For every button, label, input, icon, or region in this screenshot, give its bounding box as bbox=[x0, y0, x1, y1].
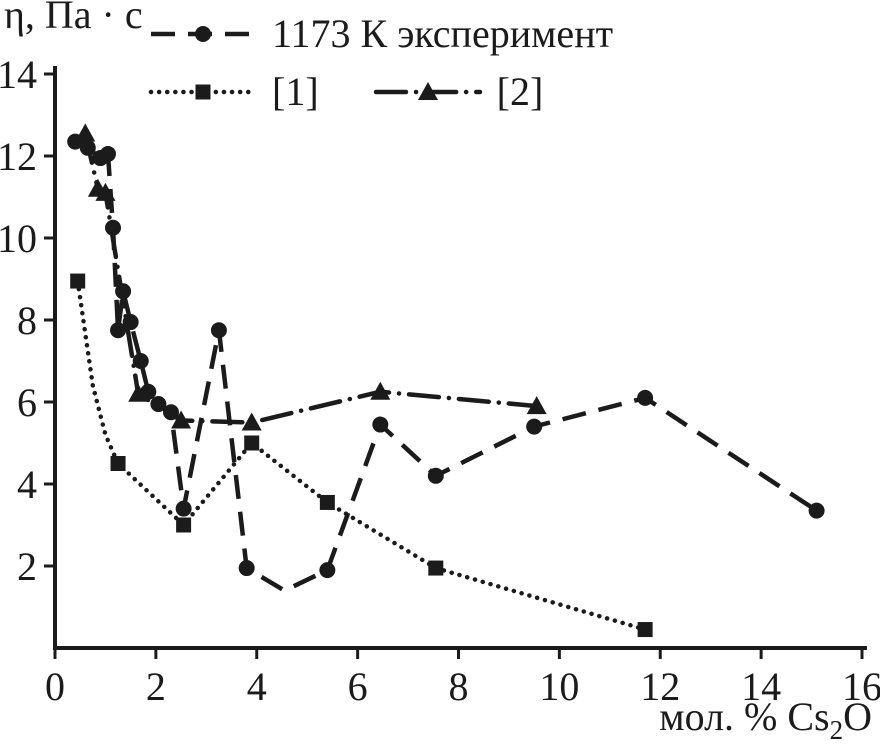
legend-label-experiment: 1173 К эксперимент bbox=[272, 10, 614, 56]
legend-label-ref1: [1] bbox=[272, 68, 319, 114]
legend-item-experiment: 1173 К эксперимент bbox=[148, 10, 613, 57]
x-axis-title: мол. % Cs2O bbox=[659, 693, 872, 746]
svg-text:4: 4 bbox=[17, 462, 37, 507]
dashdot-triangle-marker-icon bbox=[373, 77, 483, 105]
x-axis-title-subscript: 2 bbox=[829, 715, 844, 745]
legend-row-1: 1173 К эксперимент bbox=[148, 10, 613, 56]
svg-text:14: 14 bbox=[0, 52, 37, 97]
svg-text:2: 2 bbox=[17, 544, 37, 589]
svg-text:16: 16 bbox=[842, 664, 880, 709]
y-axis-title: η, Па · с bbox=[4, 0, 143, 37]
svg-text:10: 10 bbox=[539, 664, 579, 709]
svg-text:6: 6 bbox=[17, 380, 37, 425]
legend: 1173 К эксперимент [1] [2] bbox=[148, 10, 613, 126]
svg-text:0: 0 bbox=[45, 664, 65, 709]
legend-row-2: [1] [2] bbox=[148, 68, 613, 114]
x-axis-title-prefix: мол. % Cs bbox=[659, 694, 830, 739]
svg-text:12: 12 bbox=[0, 134, 37, 179]
svg-text:2: 2 bbox=[146, 664, 166, 709]
svg-text:14: 14 bbox=[741, 664, 781, 709]
svg-text:8: 8 bbox=[17, 298, 37, 343]
svg-text:10: 10 bbox=[0, 216, 37, 261]
svg-text:6: 6 bbox=[348, 664, 368, 709]
svg-text:12: 12 bbox=[640, 664, 680, 709]
legend-item-ref2: [2] bbox=[373, 68, 544, 115]
legend-label-ref2: [2] bbox=[496, 68, 544, 114]
x-axis-title-suffix: O bbox=[843, 694, 872, 739]
svg-text:8: 8 bbox=[449, 664, 469, 709]
svg-text:4: 4 bbox=[247, 664, 267, 709]
dotted-square-marker-icon bbox=[148, 77, 258, 105]
legend-item-ref1: [1] bbox=[148, 68, 319, 115]
dashed-circle-marker-icon bbox=[148, 19, 258, 47]
